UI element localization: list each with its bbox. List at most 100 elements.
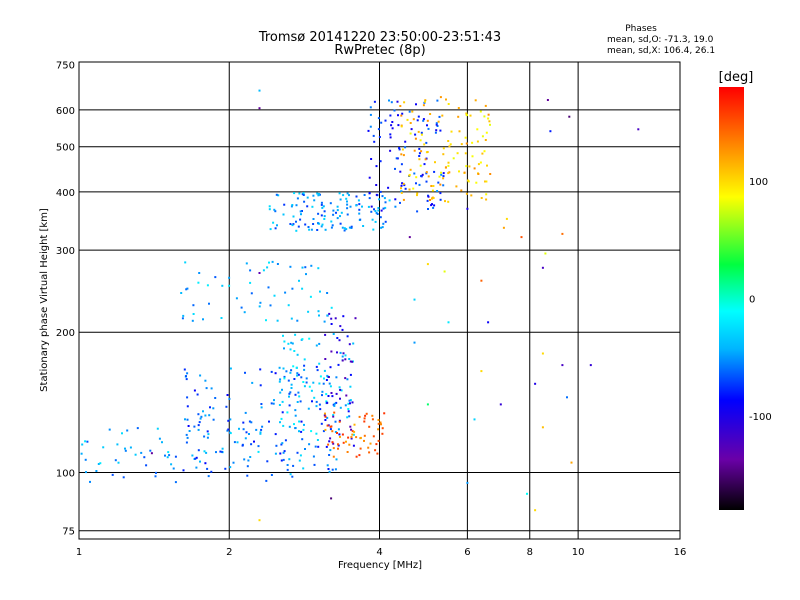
data-point [247, 459, 250, 462]
data-point [186, 405, 189, 408]
data-point [487, 321, 490, 324]
data-point [384, 119, 387, 122]
data-point [327, 395, 330, 397]
data-point [332, 442, 335, 445]
data-point [437, 181, 440, 184]
data-point [246, 465, 249, 468]
data-point [402, 198, 405, 201]
data-point [346, 207, 349, 210]
data-point [278, 404, 281, 406]
data-point [387, 186, 390, 189]
data-point [352, 342, 355, 345]
data-point [408, 110, 411, 113]
colorbar-label: [deg] [719, 70, 754, 85]
data-point [335, 376, 338, 379]
x-axis-label: Frequency [MHz] [338, 560, 422, 571]
data-point [466, 114, 468, 117]
data-point [346, 192, 349, 195]
data-point [395, 157, 398, 160]
data-point [321, 206, 324, 209]
data-point [337, 443, 339, 446]
data-point [416, 192, 419, 195]
data-point [379, 216, 382, 219]
data-point [486, 164, 488, 167]
data-point [457, 115, 460, 118]
data-point [400, 190, 403, 193]
data-point [289, 391, 292, 394]
data-point [348, 343, 351, 346]
data-point [400, 187, 402, 190]
data-point [377, 117, 380, 120]
data-point [377, 422, 380, 425]
data-point [415, 182, 417, 185]
data-point [202, 318, 204, 321]
data-point [111, 473, 114, 476]
data-point [332, 447, 335, 450]
data-point [294, 333, 297, 336]
data-point [447, 164, 450, 167]
data-point [310, 264, 313, 267]
data-point [303, 423, 305, 426]
data-point [339, 215, 341, 218]
data-point [332, 209, 335, 212]
data-point [320, 214, 323, 217]
data-point [197, 449, 200, 452]
data-point [336, 209, 339, 212]
data-point [375, 443, 378, 446]
data-point [246, 474, 249, 477]
data-point [349, 402, 351, 405]
data-point [294, 393, 297, 396]
data-point [348, 399, 351, 402]
data-point [326, 424, 329, 427]
data-point [240, 306, 243, 309]
data-point [299, 210, 302, 213]
data-point [505, 217, 508, 220]
data-point [475, 181, 478, 184]
data-point [541, 426, 544, 429]
data-point [320, 203, 323, 206]
data-point [371, 414, 374, 417]
data-point [416, 210, 419, 213]
grid-lines [79, 62, 680, 539]
data-point [372, 435, 375, 438]
data-point [353, 423, 356, 426]
data-point [422, 104, 425, 107]
data-point [351, 433, 354, 436]
data-point [358, 203, 361, 206]
data-point [313, 199, 316, 202]
data-point [412, 118, 415, 121]
data-point [276, 263, 279, 265]
data-point [185, 288, 188, 291]
data-point [359, 218, 362, 221]
data-point [358, 454, 361, 457]
data-point [568, 115, 571, 118]
data-point [322, 382, 325, 385]
data-point [352, 444, 355, 447]
data-point [282, 424, 285, 427]
data-point [248, 420, 251, 423]
data-point [161, 441, 163, 444]
data-point [283, 340, 286, 343]
data-point [258, 272, 261, 274]
data-point [358, 415, 361, 418]
data-point [301, 338, 304, 341]
data-point [206, 467, 209, 470]
data-point [408, 188, 411, 191]
data-point [268, 261, 270, 264]
data-point [297, 225, 300, 228]
data-point [242, 428, 245, 431]
data-point [172, 467, 175, 470]
data-point [436, 99, 439, 102]
data-point [275, 444, 278, 447]
data-point [85, 471, 87, 474]
data-point [227, 428, 230, 431]
data-point [441, 114, 444, 117]
data-point [323, 218, 326, 220]
data-point [300, 376, 303, 379]
data-point [541, 266, 544, 269]
data-point [336, 217, 339, 220]
data-point [435, 122, 438, 125]
data-point [335, 401, 338, 404]
data-point [323, 377, 325, 380]
data-point [332, 455, 335, 458]
